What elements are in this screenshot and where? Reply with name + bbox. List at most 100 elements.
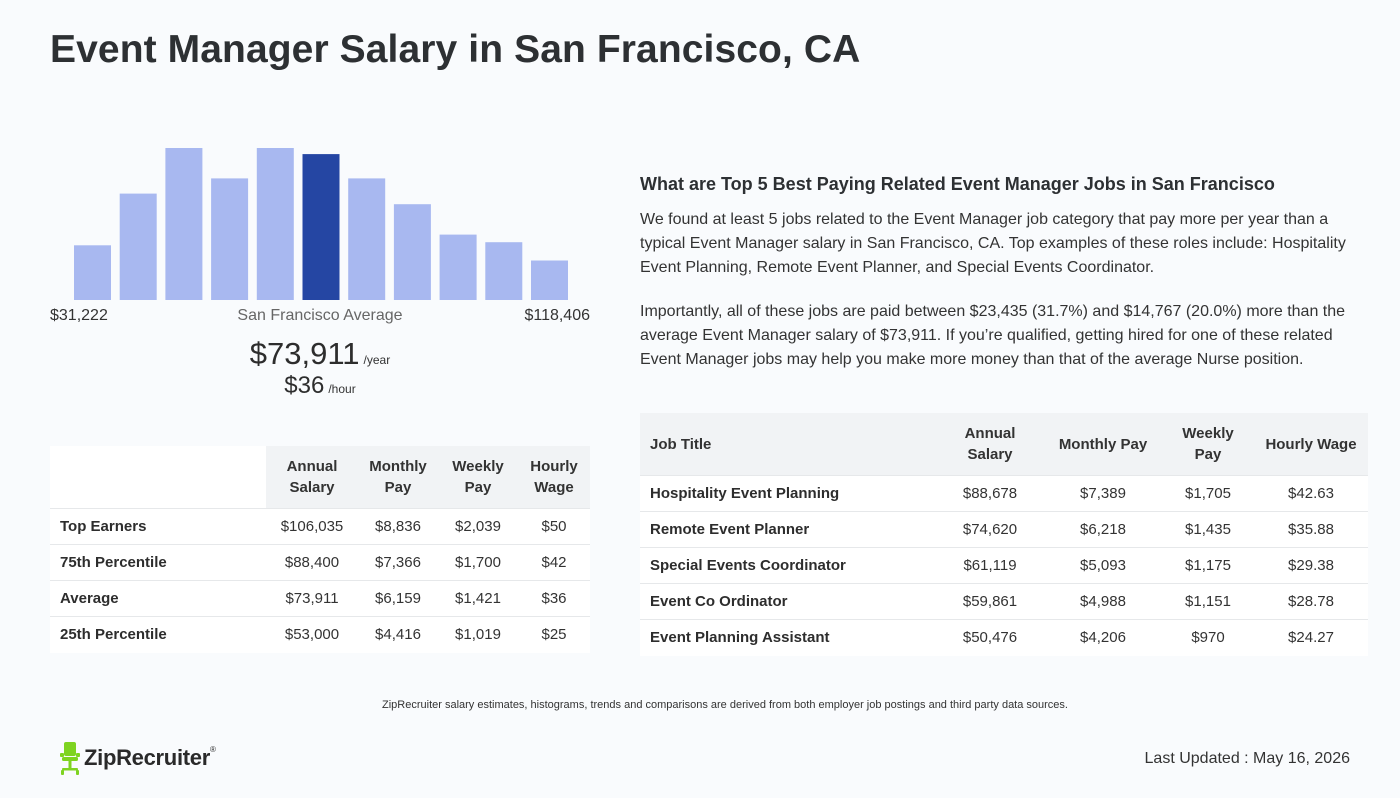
histogram-max-label: $118,406 bbox=[524, 307, 590, 324]
table-row: 75th Percentile $88,400 $7,366 $1,700 $4… bbox=[50, 544, 590, 581]
jobs-header-hourly: Hourly Wage bbox=[1254, 413, 1368, 476]
percentile-table: Annual Salary Monthly Pay Weekly Pay Hou… bbox=[50, 446, 590, 653]
annual-salary-cell: $61,119 bbox=[936, 547, 1044, 584]
histogram-bar bbox=[393, 204, 431, 300]
hourly-wage-cell: $28.78 bbox=[1254, 583, 1368, 620]
hourly-wage-cell: $25 bbox=[518, 616, 590, 653]
monthly-pay-cell: $8,836 bbox=[358, 508, 438, 545]
histogram-bar bbox=[256, 148, 294, 300]
annual-salary-cell: $59,861 bbox=[936, 583, 1044, 620]
page-title: Event Manager Salary in San Francisco, C… bbox=[50, 28, 861, 71]
weekly-pay-cell: $1,421 bbox=[438, 580, 518, 617]
job-title-cell: Hospitality Event Planning bbox=[640, 475, 936, 512]
data-source-disclaimer: ZipRecruiter salary estimates, histogram… bbox=[382, 699, 1068, 711]
percentile-table-header: Annual Salary Monthly Pay Weekly Pay Hou… bbox=[50, 446, 590, 509]
table-row: Special Events Coordinator $61,119 $5,09… bbox=[640, 547, 1368, 584]
percentile-label: 25th Percentile bbox=[50, 616, 266, 653]
table-row: Event Co Ordinator $59,861 $4,988 $1,151… bbox=[640, 583, 1368, 620]
monthly-pay-cell: $4,206 bbox=[1044, 619, 1162, 656]
related-jobs-heading: What are Top 5 Best Paying Related Event… bbox=[640, 174, 1275, 194]
jobs-table-header: Job Title Annual Salary Monthly Pay Week… bbox=[640, 413, 1368, 476]
annual-salary-cell: $50,476 bbox=[936, 619, 1044, 656]
hourly-wage-cell: $29.38 bbox=[1254, 547, 1368, 584]
weekly-pay-cell: $2,039 bbox=[438, 508, 518, 545]
jobs-header-title: Job Title bbox=[640, 413, 936, 476]
weekly-pay-cell: $1,435 bbox=[1162, 511, 1254, 548]
histogram-bar-average bbox=[302, 154, 340, 300]
salary-histogram bbox=[74, 140, 568, 300]
hourly-wage-cell: $42 bbox=[518, 544, 590, 581]
registered-mark: ® bbox=[209, 745, 216, 754]
hourly-wage-cell: $50 bbox=[518, 508, 590, 545]
percentile-header-annual: Annual Salary bbox=[266, 446, 358, 509]
job-title-cell: Event Co Ordinator bbox=[640, 583, 936, 620]
histogram-bar bbox=[348, 178, 386, 300]
weekly-pay-cell: $1,019 bbox=[438, 616, 518, 653]
jobs-header-monthly: Monthly Pay bbox=[1044, 413, 1162, 476]
last-updated: Last Updated : May 16, 2026 bbox=[1144, 750, 1350, 767]
annual-salary-cell: $53,000 bbox=[266, 616, 358, 653]
weekly-pay-cell: $1,175 bbox=[1162, 547, 1254, 584]
average-hourly: $36/hour bbox=[50, 372, 590, 400]
job-title-cell: Event Planning Assistant bbox=[640, 619, 936, 656]
percentile-header-blank bbox=[50, 446, 266, 509]
hourly-wage-cell: $24.27 bbox=[1254, 619, 1368, 656]
weekly-pay-cell: $1,151 bbox=[1162, 583, 1254, 620]
chair-icon bbox=[60, 742, 80, 775]
monthly-pay-cell: $6,218 bbox=[1044, 511, 1162, 548]
table-row: Event Planning Assistant $50,476 $4,206 … bbox=[640, 619, 1368, 656]
table-row: Average $73,911 $6,159 $1,421 $36 bbox=[50, 580, 590, 617]
percentile-header-weekly: Weekly Pay bbox=[438, 446, 518, 509]
annual-salary-cell: $74,620 bbox=[936, 511, 1044, 548]
average-yearly-unit: /year bbox=[363, 353, 391, 367]
hourly-wage-cell: $42.63 bbox=[1254, 475, 1368, 512]
hourly-wage-cell: $36 bbox=[518, 580, 590, 617]
monthly-pay-cell: $7,366 bbox=[358, 544, 438, 581]
histogram-bar bbox=[439, 234, 477, 300]
table-row: Remote Event Planner $74,620 $6,218 $1,4… bbox=[640, 511, 1368, 548]
average-yearly-value: $73,911 bbox=[249, 336, 360, 371]
related-jobs-paragraph-1: We found at least 5 jobs related to the … bbox=[640, 211, 1346, 276]
average-hourly-value: $36 bbox=[284, 372, 325, 399]
histogram-average-label: San Francisco Average bbox=[237, 307, 403, 324]
table-row: Hospitality Event Planning $88,678 $7,38… bbox=[640, 475, 1368, 512]
table-row: 25th Percentile $53,000 $4,416 $1,019 $2… bbox=[50, 616, 590, 653]
annual-salary-cell: $88,400 bbox=[266, 544, 358, 581]
percentile-label: Average bbox=[50, 580, 266, 617]
average-yearly: $73,911/year bbox=[50, 336, 590, 372]
monthly-pay-cell: $7,389 bbox=[1044, 475, 1162, 512]
job-title-cell: Remote Event Planner bbox=[640, 511, 936, 548]
related-jobs-paragraph-2: Importantly, all of these jobs are paid … bbox=[640, 303, 1346, 368]
jobs-header-weekly: Weekly Pay bbox=[1162, 413, 1254, 476]
annual-salary-cell: $106,035 bbox=[266, 508, 358, 545]
histogram-bar bbox=[531, 260, 568, 300]
monthly-pay-cell: $5,093 bbox=[1044, 547, 1162, 584]
percentile-header-monthly: Monthly Pay bbox=[358, 446, 438, 509]
average-hourly-unit: /hour bbox=[328, 382, 356, 396]
logo-wordmark: ZipRecruiter bbox=[84, 745, 210, 770]
weekly-pay-cell: $1,705 bbox=[1162, 475, 1254, 512]
monthly-pay-cell: $4,988 bbox=[1044, 583, 1162, 620]
histogram-min-label: $31,222 bbox=[50, 307, 108, 324]
histogram-bar bbox=[211, 178, 249, 300]
annual-salary-cell: $88,678 bbox=[936, 475, 1044, 512]
histogram-bar bbox=[485, 242, 523, 300]
job-title-cell: Special Events Coordinator bbox=[640, 547, 936, 584]
weekly-pay-cell: $970 bbox=[1162, 619, 1254, 656]
histogram-bar bbox=[165, 148, 203, 300]
annual-salary-cell: $73,911 bbox=[266, 580, 358, 617]
percentile-label: 75th Percentile bbox=[50, 544, 266, 581]
monthly-pay-cell: $6,159 bbox=[358, 580, 438, 617]
histogram-svg bbox=[74, 148, 568, 300]
histogram-bar bbox=[74, 245, 111, 300]
histogram-bar bbox=[119, 193, 157, 300]
percentile-header-hourly: Hourly Wage bbox=[518, 446, 590, 509]
ziprecruiter-logo[interactable]: ZipRecruiter® bbox=[58, 740, 216, 776]
jobs-header-annual: Annual Salary bbox=[936, 413, 1044, 476]
logo-text: ZipRecruiter® bbox=[84, 745, 216, 771]
percentile-label: Top Earners bbox=[50, 508, 266, 545]
related-jobs-table: Job Title Annual Salary Monthly Pay Week… bbox=[640, 413, 1368, 656]
monthly-pay-cell: $4,416 bbox=[358, 616, 438, 653]
table-row: Top Earners $106,035 $8,836 $2,039 $50 bbox=[50, 508, 590, 545]
hourly-wage-cell: $35.88 bbox=[1254, 511, 1368, 548]
